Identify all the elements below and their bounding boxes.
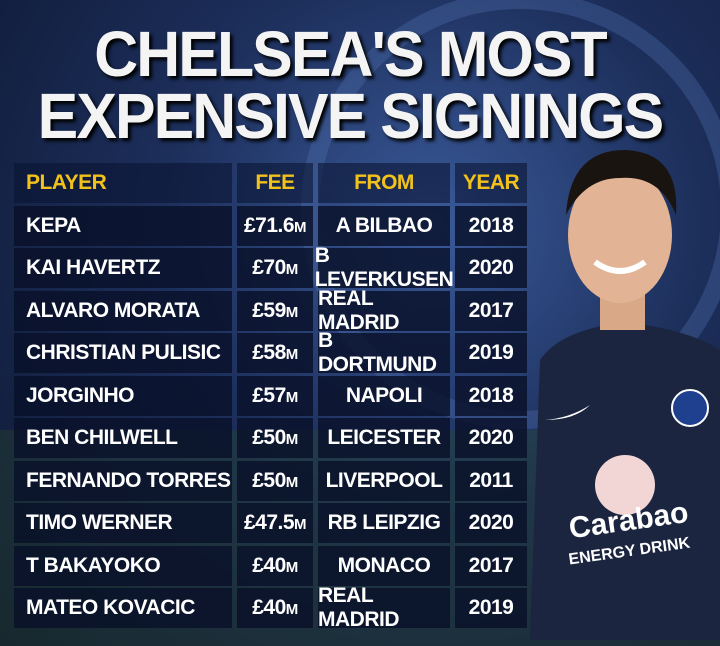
player: FERNANDO TORRES — [14, 460, 232, 501]
year: 2019 — [455, 333, 527, 373]
table-row: KEPA £71.6m A BILBAO 2018 — [14, 205, 532, 246]
player: JORGINHO — [14, 375, 232, 416]
from-club: B LEVERKUSEN — [314, 244, 454, 291]
from-club: B DORTMUND — [318, 329, 450, 376]
year: 2020 — [455, 248, 527, 288]
title-line: EXPENSIVE SIGNINGS — [37, 80, 665, 152]
from-club: NAPOLI — [318, 375, 450, 416]
player: T BAKAYOKO — [14, 545, 232, 586]
column-header: FROM — [318, 163, 450, 203]
table-row: T BAKAYOKO £40m MONACO 2017 — [14, 545, 532, 586]
table-row: TIMO WERNER £47.5m RB LEIPZIG 2020 — [14, 503, 532, 543]
from-club: REAL MADRID — [318, 287, 450, 334]
table-row: JORGINHO £57m NAPOLI 2018 — [14, 375, 532, 416]
year: 2011 — [455, 460, 527, 501]
column-header: FEE — [237, 163, 313, 203]
from-club: LEICESTER — [318, 418, 450, 458]
player: BEN CHILWELL — [14, 418, 232, 458]
player: ALVARO MORATA — [14, 290, 232, 331]
table-row: CHRISTIAN PULISIC £58m B DORTMUND 2019 — [14, 329, 532, 376]
year: 2019 — [455, 588, 527, 628]
fee: £59m — [237, 290, 313, 331]
table-row: MATEO KOVACIC £40m REAL MADRID 2019 — [14, 584, 532, 631]
year: 2017 — [455, 290, 527, 331]
year: 2018 — [455, 205, 527, 246]
title-line: CHELSEA'S MOST — [94, 18, 607, 90]
table-row: KAI HAVERTZ £70m B LEVERKUSEN 2020 — [14, 244, 532, 291]
player: KAI HAVERTZ — [14, 248, 232, 288]
fee: £71.6m — [237, 205, 313, 246]
column-header: PLAYER — [14, 163, 232, 203]
fee: £70m — [237, 248, 313, 288]
player: CHRISTIAN PULISIC — [14, 333, 232, 373]
fee: £57m — [237, 375, 313, 416]
fee: £58m — [237, 333, 313, 373]
from-club: A BILBAO — [318, 205, 450, 246]
fee: £47.5m — [237, 503, 313, 543]
fee: £40m — [237, 588, 313, 628]
from-club: LIVERPOOL — [318, 460, 450, 501]
player: KEPA — [14, 205, 232, 246]
from-club: REAL MADRID — [318, 584, 450, 631]
table-row: FERNANDO TORRES £50m LIVERPOOL 2011 — [14, 460, 532, 501]
table-row: ALVARO MORATA £59m REAL MADRID 2017 — [14, 287, 532, 334]
player: MATEO KOVACIC — [14, 588, 232, 628]
table-row: BEN CHILWELL £50m LEICESTER 2020 — [14, 418, 532, 458]
player: TIMO WERNER — [14, 503, 232, 543]
table: PLAYER FEE FROM YEAR KEPA £71.6m A BILBAO 2018 K… — [14, 163, 532, 631]
year: 2020 — [455, 503, 527, 543]
year: 2020 — [455, 418, 527, 458]
year: 2018 — [455, 375, 527, 416]
from-club: RB LEIPZIG — [318, 503, 450, 543]
fee: £40m — [237, 545, 313, 586]
year: 2017 — [455, 545, 527, 586]
fee: £50m — [237, 460, 313, 501]
header-row: PLAYER FEE FROM YEAR — [14, 163, 532, 203]
column-header: YEAR — [455, 163, 527, 203]
fee: £50m — [237, 418, 313, 458]
from-club: MONACO — [318, 545, 450, 586]
